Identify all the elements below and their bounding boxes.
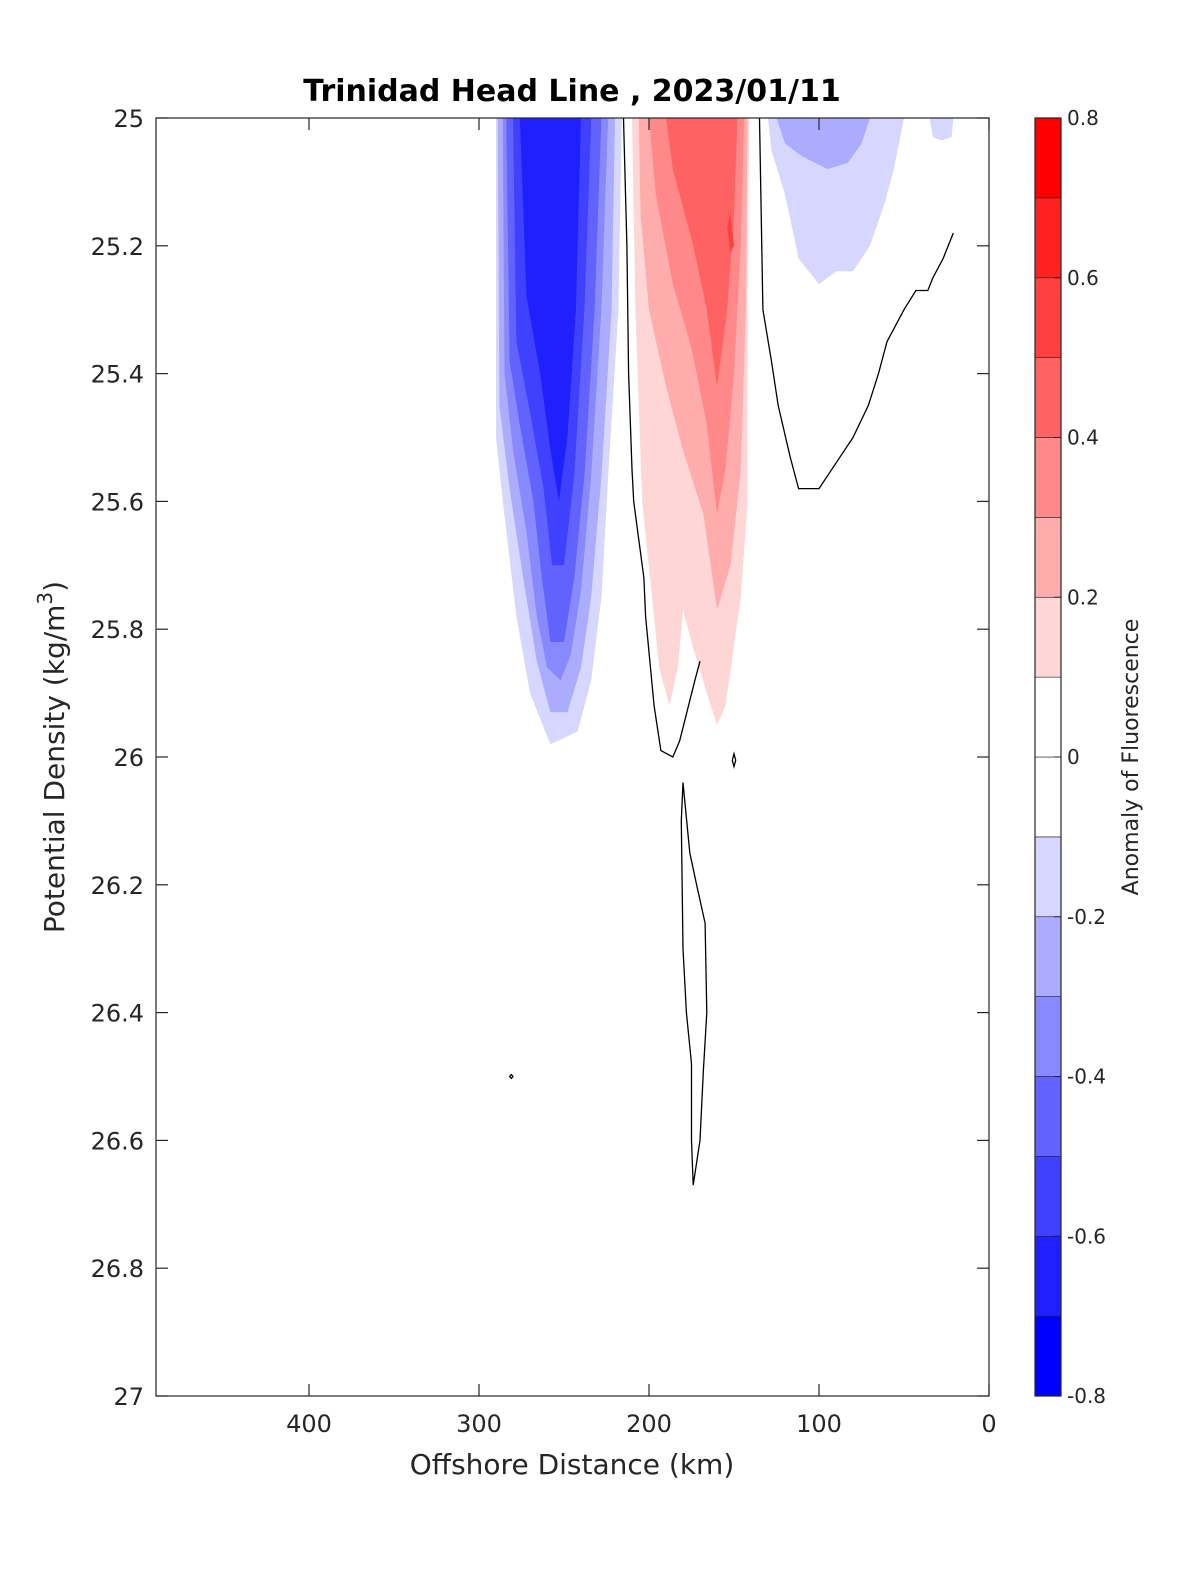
y-tick-label: 25 <box>113 105 144 133</box>
y-tick-label: 26 <box>113 744 144 772</box>
colorbar-swatch <box>1034 1156 1062 1237</box>
contour-fill-region <box>776 118 870 170</box>
colorbar-swatch <box>1034 676 1062 758</box>
contour-fill-region <box>727 213 734 253</box>
zero-contour-line <box>680 782 708 1186</box>
y-tick-label: 25.2 <box>91 233 144 261</box>
colorbar-swatch <box>1034 277 1062 358</box>
colorbar-swatch <box>1034 1315 1062 1397</box>
y-tick-label: 25.6 <box>91 488 144 516</box>
plot-area: 400 300 200 100 0 25 25.2 25.4 25.6 25.8 26 26.2 26… <box>91 105 997 1438</box>
colorbar-tick-label: 0.8 <box>1067 106 1099 130</box>
colorbar-tick-label: 0.6 <box>1067 266 1099 290</box>
colorbar-swatch <box>1034 517 1062 598</box>
y-tick-label: 26.2 <box>91 872 144 900</box>
zero-contour-lines <box>508 117 954 1186</box>
y-tick-label: 26.8 <box>91 1255 144 1283</box>
x-tick-label: 0 <box>981 1410 996 1438</box>
colorbar-tick-label: -0.8 <box>1067 1384 1106 1408</box>
x-tick-label: 300 <box>456 1410 502 1438</box>
colorbar-tick-label: -0.6 <box>1067 1224 1106 1248</box>
contour-fill-region <box>768 118 904 285</box>
colorbar-swatch <box>1034 1235 1062 1317</box>
y-tick-label: 26.4 <box>91 1000 144 1028</box>
x-tick-label: 400 <box>286 1410 332 1438</box>
y-ticks: 25 25.2 25.4 25.6 25.8 26 26.2 26.4 26.6 26.8 27 <box>91 105 989 1411</box>
colorbar-ticks: 0.8 0.6 0.4 0.2 0 -0.2 -0.4 -0.6 -0.8 <box>1054 106 1106 1408</box>
zero-contour-line <box>508 1073 514 1080</box>
colorbar-swatch <box>1034 836 1062 918</box>
contour-fill-region <box>666 118 738 387</box>
colorbar-tick-label: -0.2 <box>1067 905 1106 929</box>
colorbar-tick-label: -0.4 <box>1067 1065 1106 1089</box>
contour-fill-region <box>519 118 581 502</box>
contour-fill-region <box>929 118 954 141</box>
colorbar-tick-label: 0 <box>1067 745 1080 769</box>
y-tick-label: 25.8 <box>91 616 144 644</box>
x-axis-label: Offshore Distance (km) <box>410 1448 735 1481</box>
colorbar-tick-label: 0.2 <box>1067 585 1099 609</box>
y-tick-label: 26.6 <box>91 1127 144 1155</box>
colorbar: 0.8 0.6 0.4 0.2 0 -0.2 -0.4 -0.6 -0.8 <box>1034 106 1106 1408</box>
y-axis-label: Potential Density (kg/m3) <box>33 581 71 933</box>
colorbar-tick-label: 0.4 <box>1067 426 1099 450</box>
zero-contour-line <box>731 751 737 770</box>
zero-contour-line <box>758 117 954 490</box>
colorbar-swatch <box>1034 756 1062 838</box>
zero-contour-line <box>622 117 701 758</box>
colorbar-swatch <box>1034 357 1062 438</box>
colorbar-swatch <box>1034 916 1062 997</box>
colorbar-swatch <box>1034 437 1062 518</box>
chart-title: Trinidad Head Line , 2023/01/11 <box>303 74 840 109</box>
colorbar-swatch <box>1034 996 1062 1077</box>
colorbar-swatch <box>1034 117 1062 199</box>
colorbar-swatches <box>1034 117 1062 1397</box>
colorbar-swatch <box>1034 1076 1062 1157</box>
y-tick-label: 25.4 <box>91 361 144 389</box>
contour-fills <box>496 118 954 745</box>
x-ticks: 400 300 200 100 0 <box>286 118 997 1438</box>
colorbar-swatch <box>1034 197 1062 279</box>
colorbar-label: Anomaly of Fluorescence <box>1119 619 1144 896</box>
x-tick-label: 200 <box>626 1410 672 1438</box>
x-tick-label: 100 <box>796 1410 842 1438</box>
y-tick-label: 27 <box>113 1383 144 1411</box>
colorbar-swatch <box>1034 596 1062 678</box>
